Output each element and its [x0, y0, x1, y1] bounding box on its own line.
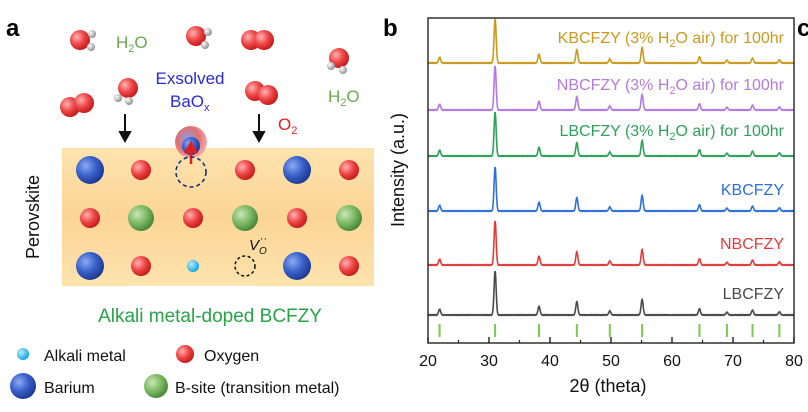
h2o-label: H2O — [116, 33, 148, 55]
legend-label: Barium — [44, 380, 95, 397]
barium-atom — [76, 156, 104, 184]
water-molecule — [114, 78, 138, 105]
barium-atom — [283, 252, 311, 280]
x-axis-label: 2θ (theta) — [569, 376, 646, 396]
oxygen-atom — [339, 160, 359, 180]
oxygen-atom — [131, 160, 151, 180]
water-molecule — [186, 26, 212, 49]
oxygen-atom — [131, 256, 151, 276]
y-axis-label: Intensity (a.u.) — [388, 113, 408, 227]
xrd-trace — [427, 270, 795, 317]
panel-a-label: a — [6, 15, 20, 42]
legend-label: B-site (transition metal) — [175, 380, 340, 397]
exsolved-label: Exsolved — [156, 69, 225, 88]
oxygen-atom — [339, 256, 359, 276]
vacant-site — [175, 156, 207, 188]
lattice — [76, 156, 362, 280]
barium-atom — [283, 156, 311, 184]
xrd-trace — [427, 166, 795, 213]
o2-molecule — [245, 81, 278, 105]
series-label: LBCFZY — [723, 286, 785, 303]
oxygen-atom — [235, 160, 255, 180]
panel-b-label: b — [383, 15, 398, 42]
oxygen-icon — [176, 345, 194, 363]
x-tick-label: 60 — [663, 353, 681, 370]
series-label: KBCFZY (3% H2O air) for 100hr — [558, 30, 785, 50]
perovskite-label: Perovskite — [23, 175, 43, 259]
b-site-atom — [336, 205, 362, 231]
water-molecule — [70, 30, 96, 51]
h2o-label: H2O — [328, 87, 360, 109]
oxygen-atom — [183, 208, 203, 228]
o2-molecule — [241, 30, 274, 50]
xrd-trace — [427, 18, 795, 65]
alkali-atom — [187, 260, 199, 272]
b-site-atom — [128, 205, 154, 231]
x-tick-label: 40 — [541, 353, 559, 370]
alkali-metal-icon — [17, 348, 29, 360]
legend: Alkali metal Oxygen Barium B-site (trans… — [10, 345, 340, 399]
b-site-icon — [144, 374, 168, 398]
o2-label: O2 — [278, 115, 297, 137]
plot-frame — [427, 17, 795, 344]
panel-c-label: c — [797, 15, 808, 42]
series-label: NBCFZY — [720, 236, 784, 253]
oxygen-atom — [80, 208, 100, 228]
legend-label: Oxygen — [204, 348, 259, 365]
oxygen-atom — [287, 208, 307, 228]
xrd-trace — [427, 111, 795, 158]
x-tick-label: 20 — [419, 353, 437, 370]
x-tick-label: 50 — [602, 353, 620, 370]
series-label: KBCFZY — [721, 182, 784, 199]
panel-b: b c Intensity (a.u.) 2θ (theta) LBCFZY NB… — [383, 15, 808, 396]
barium-icon — [10, 373, 36, 399]
xrd-trace — [427, 65, 795, 112]
series-label: NBCFZY (3% H2O air) for 100hr — [557, 77, 785, 97]
series-label: LBCFZY (3% H2O air) for 100hr — [559, 123, 784, 143]
oxygen-vacancy — [234, 255, 256, 277]
xrd-trace — [427, 220, 795, 267]
baox-label: BaOx — [170, 92, 210, 114]
panel-a-caption: Alkali metal-doped BCFZY — [98, 306, 322, 327]
adsorption-arrow — [252, 114, 266, 144]
vacancy-label: VO·· — [249, 233, 267, 257]
x-tick-label: 80 — [785, 353, 803, 370]
xrd-plot: LBCFZY NBCFZY KBCFZY LBCFZY (3% H2O air) fo… — [419, 18, 803, 370]
o2-molecule — [60, 93, 94, 117]
x-tick-label: 70 — [724, 353, 742, 370]
adsorption-arrow — [118, 114, 132, 144]
barium-atom — [76, 252, 104, 280]
legend-label: Alkali metal — [44, 348, 126, 365]
water-molecule — [327, 48, 349, 74]
b-site-atom — [232, 205, 258, 231]
panel-a: a H2O H2O — [6, 15, 374, 399]
x-tick-label: 30 — [480, 353, 498, 370]
perovskite-slab — [62, 148, 374, 286]
